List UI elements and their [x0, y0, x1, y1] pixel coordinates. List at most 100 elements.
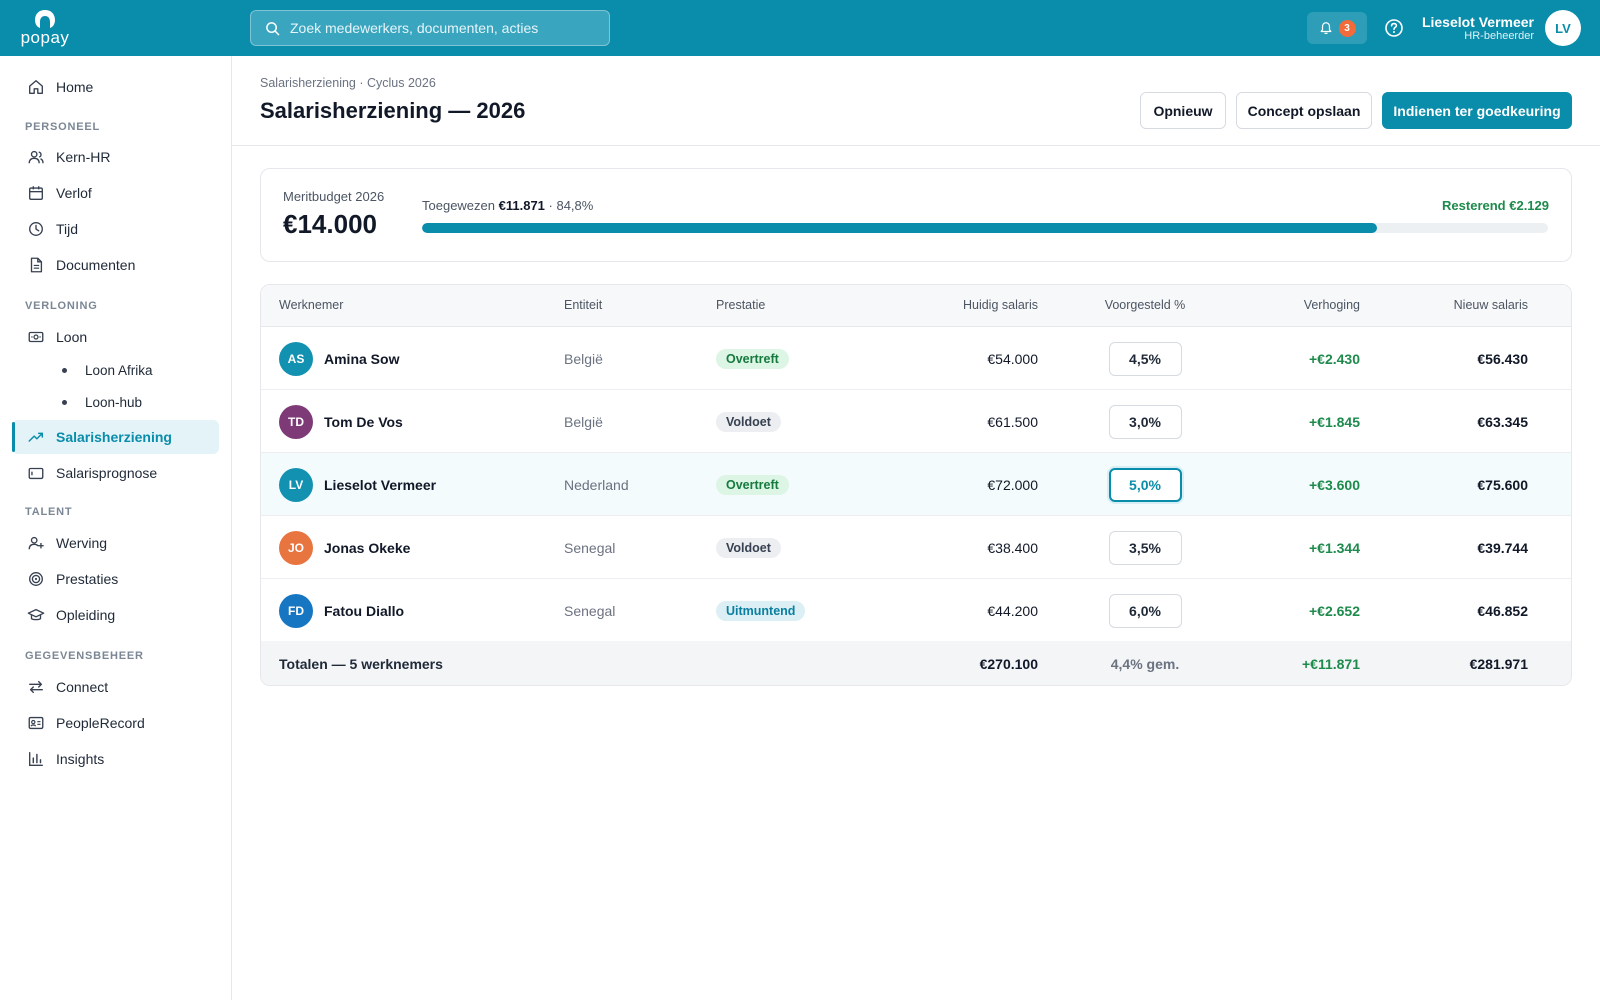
employee-name[interactable]: Jonas Okeke: [324, 539, 411, 556]
employee-cell[interactable]: FD Fatou Diallo: [279, 579, 404, 642]
sidebar-item-kern-hr[interactable]: Kern-HR: [12, 140, 219, 174]
current-salary-cell: €61.500: [987, 413, 1038, 430]
budget-progress-bar: [422, 223, 1548, 233]
sidebar-item-tijd[interactable]: Tijd: [12, 212, 219, 246]
user-menu[interactable]: Lieselot Vermeer HR-beheerder: [1422, 14, 1534, 43]
home-icon: [26, 77, 46, 97]
wallet-icon: [26, 463, 46, 483]
employee-name[interactable]: Lieselot Vermeer: [324, 476, 437, 493]
popay-logo[interactable]: popay: [18, 8, 72, 48]
reset-button[interactable]: Opnieuw: [1140, 92, 1226, 129]
column-header-new-salary[interactable]: Nieuw salaris: [1453, 298, 1528, 312]
performance-badge: Uitmuntend: [716, 600, 806, 621]
notification-count-badge: 3: [1338, 19, 1356, 37]
sidebar-item-label: Home: [56, 79, 94, 95]
table-row[interactable]: AS Amina Sow België Overtreft €54.000 +€2.430…: [261, 327, 1571, 390]
bell-icon: [1320, 22, 1331, 35]
performance-badge: Overtreft: [716, 348, 789, 369]
sidebar-item-documenten[interactable]: Documenten: [12, 248, 219, 282]
column-header-proposed-pct[interactable]: Voorgesteld %: [1104, 298, 1186, 312]
sidebar-item-label: Tijd: [56, 221, 79, 237]
employee-name[interactable]: Tom De Vos: [324, 413, 403, 430]
current-salary-cell: €44.200: [987, 602, 1038, 619]
employee-cell[interactable]: TD Tom De Vos: [279, 390, 403, 453]
proposed-pct-input[interactable]: [1108, 530, 1182, 565]
sidebar-item-salarisherziening[interactable]: Salarisherziening: [12, 420, 219, 454]
proposed-pct-input[interactable]: [1108, 404, 1182, 439]
sidebar-item-verlof[interactable]: Verlof: [12, 176, 219, 210]
breadcrumb[interactable]: Salarisherziening · Cyclus 2026: [260, 76, 436, 90]
sidebar-item-salarisprognose[interactable]: Salarisprognose: [12, 456, 219, 490]
user-role: HR-beheerder: [1464, 30, 1534, 42]
sidebar-item-label: Insights: [56, 751, 105, 767]
proposed-pct-input[interactable]: [1108, 467, 1182, 502]
sidebar-item-werving[interactable]: Werving: [12, 526, 219, 560]
sidebar-item-label: Werving: [56, 535, 108, 551]
employee-name[interactable]: Amina Sow: [324, 350, 400, 367]
trending-up-icon: [26, 427, 46, 447]
column-header-increase[interactable]: Verhoging: [1303, 298, 1360, 312]
clock-icon: [26, 219, 46, 239]
user-avatar[interactable]: LV: [1545, 10, 1581, 46]
performance-cell: Voldoet: [716, 516, 781, 579]
totals-row: Totalen — 5 werknemers €270.100 4,4% gem…: [261, 641, 1571, 685]
save-draft-button[interactable]: Concept opslaan: [1236, 92, 1372, 129]
main-content: Salarisherziening · Cyclus 2026 Salarish…: [232, 56, 1600, 1000]
target-icon: [26, 569, 46, 589]
employee-cell[interactable]: JO Jonas Okeke: [279, 516, 410, 579]
employee-cell[interactable]: AS Amina Sow: [279, 327, 399, 390]
search-bar[interactable]: [250, 10, 610, 46]
sidebar-item-peoplerecord[interactable]: PeopleRecord: [12, 706, 219, 740]
table-row[interactable]: JO Jonas Okeke Senegal Voldoet €38.400 +€1.34…: [261, 516, 1571, 579]
sidebar-item-label: Salarisprognose: [56, 465, 158, 481]
sidebar-subitem-loon-afrika[interactable]: Loon Afrika: [62, 358, 153, 382]
proposed-pct-input[interactable]: [1108, 341, 1182, 376]
entity-cell: Senegal: [564, 539, 616, 556]
current-salary-cell: €72.000: [987, 476, 1038, 493]
sidebar-item-insights[interactable]: Insights: [12, 742, 219, 776]
entity-cell: België: [564, 350, 603, 367]
column-header-entity[interactable]: Entiteit: [564, 298, 603, 312]
new-salary-cell: €63.345: [1477, 413, 1528, 430]
search-input[interactable]: [290, 20, 590, 36]
allocated-prefix: Toegewezen: [422, 198, 495, 213]
page-title: Salarisherziening — 2026: [260, 98, 526, 123]
sidebar-item-label: Prestaties: [56, 571, 119, 587]
increase-cell: +€2.652: [1309, 602, 1360, 619]
sidebar-item-prestaties[interactable]: Prestaties: [12, 562, 219, 596]
increase-cell: +€3.600: [1309, 476, 1360, 493]
section-verloning: VERLONING: [25, 300, 98, 312]
sidebar-item-opleiding[interactable]: Opleiding: [12, 598, 219, 632]
section-gegevensbeheer: GEGEVENSBEHEER: [25, 650, 144, 662]
budget-label: Meritbudget 2026: [283, 189, 385, 204]
help-icon[interactable]: [1384, 18, 1404, 38]
table-row[interactable]: FD Fatou Diallo Senegal Uitmuntend €44.200 +€…: [261, 579, 1571, 642]
logo-mark-icon: [35, 10, 55, 28]
employee-name[interactable]: Fatou Diallo: [324, 602, 405, 619]
employee-avatar: FD: [279, 593, 313, 628]
sidebar-subitem-loon-hub[interactable]: Loon-hub: [62, 390, 142, 414]
proposed-pct-input[interactable]: [1108, 593, 1182, 628]
proposed-pct-cell: [1087, 516, 1203, 579]
proposed-pct-cell: [1087, 327, 1203, 390]
column-header-performance[interactable]: Prestatie: [716, 298, 766, 312]
submit-for-approval-button[interactable]: Indienen ter goedkeuring: [1382, 92, 1572, 129]
current-salary-cell: €38.400: [987, 539, 1038, 556]
column-header-employee[interactable]: Werknemer: [279, 298, 344, 312]
increase-cell: +€1.344: [1309, 539, 1360, 556]
totals-increase: +€11.871: [1301, 656, 1360, 672]
employee-cell[interactable]: LV Lieselot Vermeer: [279, 453, 436, 516]
table-row[interactable]: LV Lieselot Vermeer Nederland Overtreft €72.…: [261, 453, 1571, 516]
sidebar-item-label: PeopleRecord: [56, 715, 145, 731]
totals-new-salary: €281.971: [1469, 656, 1528, 672]
sidebar-subitem-label: Loon-hub: [85, 394, 143, 410]
table-row[interactable]: TD Tom De Vos België Voldoet €61.500 +€1.845 €…: [261, 390, 1571, 453]
notifications-button[interactable]: 3: [1307, 12, 1367, 44]
new-salary-cell: €39.744: [1477, 539, 1528, 556]
sidebar-item-label: Opleiding: [56, 607, 116, 623]
sidebar-item-home[interactable]: Home: [12, 70, 219, 104]
calendar-icon: [26, 183, 46, 203]
sidebar-item-connect[interactable]: Connect: [12, 670, 219, 704]
column-header-current-salary[interactable]: Huidig salaris: [962, 298, 1038, 312]
sidebar-item-loon[interactable]: Loon: [12, 320, 219, 354]
